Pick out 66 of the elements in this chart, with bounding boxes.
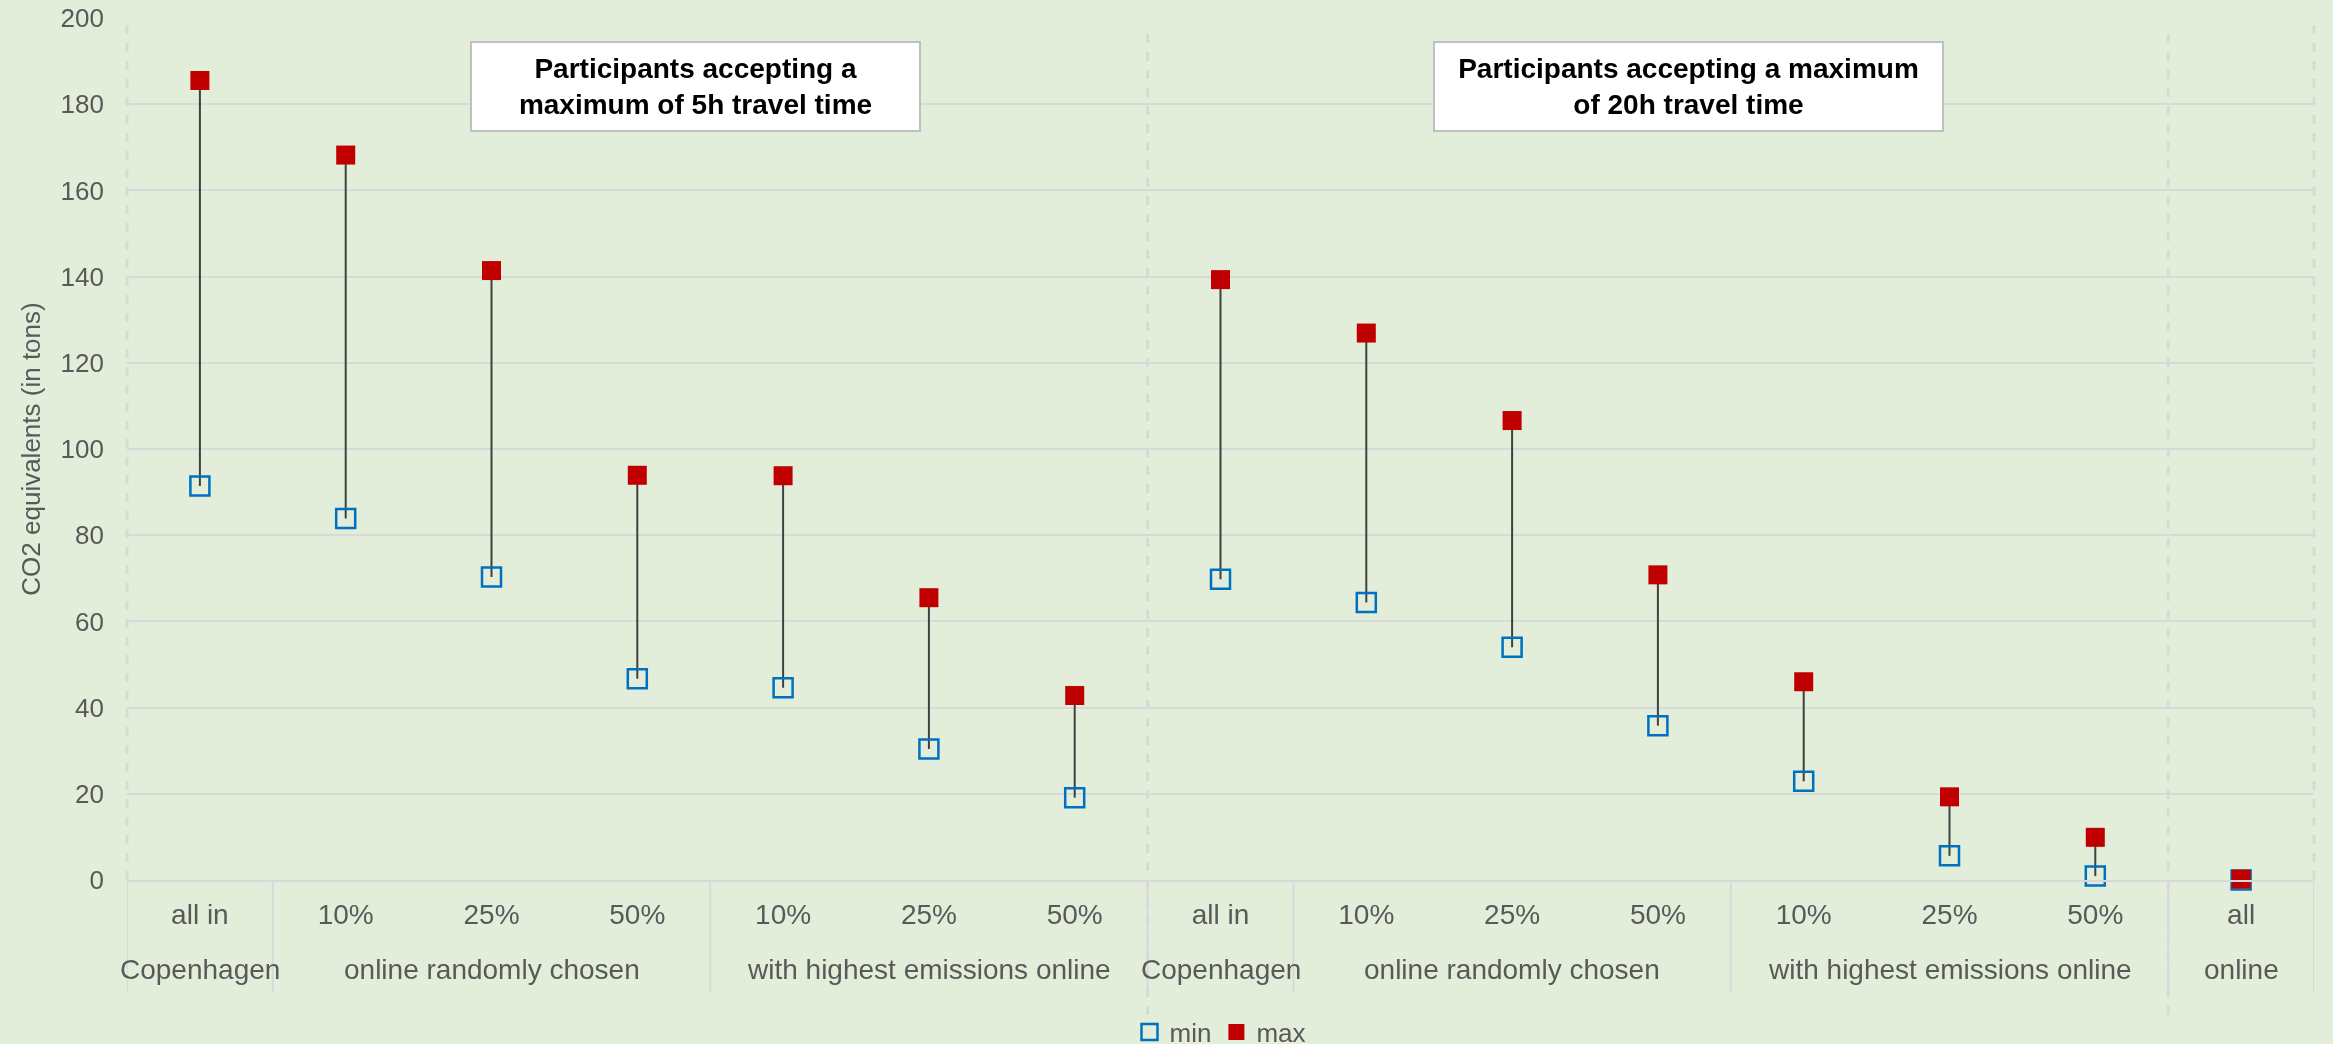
point [2085, 827, 2105, 847]
x-tick-label: all in [171, 898, 229, 930]
annotation: Participants accepting a maximum of 5h travel time [518, 53, 873, 121]
point [1356, 323, 1376, 343]
annotation: Participants accepting a maximum of 20h travel time [1458, 53, 1919, 121]
point [1065, 686, 1085, 706]
point [190, 71, 210, 90]
x-tick-label: 50% [609, 898, 666, 930]
x-tick-label: 10% [1338, 898, 1395, 930]
text: with highest emissions online [1768, 954, 2132, 985]
y-tick-label: 20 [75, 778, 104, 809]
point [1938, 845, 1961, 867]
x-tick-label: 50% [1046, 898, 1103, 930]
x-tick-label: 50% [1629, 898, 1686, 930]
y-tick-label: 60 [75, 606, 104, 637]
x-tick-label: 25% [1484, 898, 1541, 930]
y-tick-label: 0 [89, 865, 104, 896]
y-tick-label: 100 [60, 434, 104, 465]
point [482, 261, 501, 281]
point [480, 566, 503, 588]
x-tick-label: all [2227, 898, 2256, 930]
y-tick-label: 40 [75, 692, 104, 723]
text: online randomly chosen [1364, 954, 1660, 985]
text: online [2204, 954, 2279, 985]
x-tick-label: 10% [1775, 898, 1832, 930]
legend-label: min [1169, 1018, 1212, 1044]
x-tick-label: 50% [2067, 898, 2124, 930]
point [1501, 636, 1523, 659]
point [918, 738, 940, 760]
point [336, 145, 356, 165]
x-tick-label: 25% [463, 898, 520, 930]
y-tick-label: 80 [75, 520, 104, 551]
text: online randomly chosen [344, 954, 640, 985]
point [1648, 565, 1668, 585]
y-tick-label: 200 [60, 3, 104, 34]
x-tick-label: all in [1191, 898, 1250, 930]
x-tick-label: 10% [317, 898, 374, 930]
text: Copenhagen [120, 954, 281, 985]
point [627, 465, 647, 485]
point [189, 475, 211, 497]
point [1647, 714, 1669, 737]
y-tick-label: 120 [60, 347, 104, 378]
x-tick-label: 25% [1921, 898, 1978, 930]
point [1209, 568, 1232, 590]
point [1792, 770, 1815, 793]
x-tick-label: 25% [900, 898, 957, 930]
point [919, 588, 939, 608]
point [2084, 865, 2107, 887]
y-tick-label: 180 [60, 89, 104, 120]
x-tick-label: 10% [755, 898, 812, 930]
point [1940, 787, 1959, 807]
text: with highest emissions online [747, 954, 1111, 985]
point [334, 507, 357, 530]
point [1211, 270, 1230, 290]
point [1502, 411, 1522, 431]
point [626, 667, 649, 690]
y-tick-label: 160 [60, 175, 104, 206]
point [1355, 591, 1378, 614]
y-axis-title: CO2 equivalents (in tons) [16, 302, 47, 596]
point [1794, 672, 1814, 692]
y-tick-label: 140 [60, 261, 104, 292]
point [773, 466, 793, 486]
point [772, 677, 794, 699]
text: Copenhagen [1141, 954, 1302, 985]
point [1063, 786, 1086, 809]
legend-label: max [1256, 1018, 1306, 1044]
